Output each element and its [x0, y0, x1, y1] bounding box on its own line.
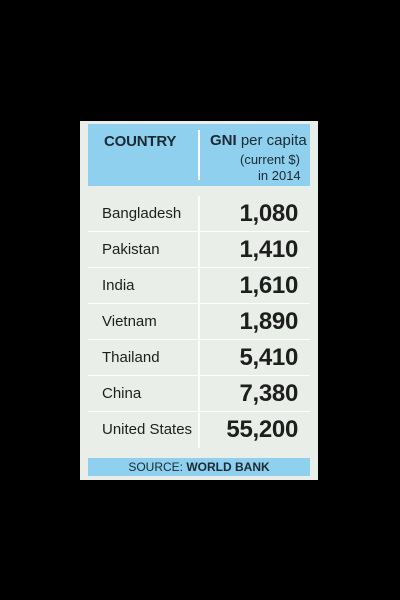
table-row: United States 55,200 [88, 412, 310, 448]
row-divider [198, 304, 200, 339]
row-divider [198, 196, 200, 231]
table-row: China 7,380 [88, 376, 310, 412]
table-row: Bangladesh 1,080 [88, 196, 310, 232]
table-row: Thailand 5,410 [88, 340, 310, 376]
country-name: Pakistan [102, 241, 160, 258]
country-name: United States [102, 421, 193, 438]
gni-value: 1,410 [239, 236, 298, 263]
table-row: Pakistan 1,410 [88, 232, 310, 268]
gni-value: 5,410 [239, 344, 298, 371]
source-prefix: SOURCE: [128, 460, 183, 474]
source-footer: SOURCE: WORLD BANK [88, 458, 310, 476]
row-divider [198, 412, 200, 448]
country-name: India [102, 277, 135, 294]
table-body: Bangladesh 1,080 Pakistan 1,410 India 1,610 Vi… [88, 196, 310, 448]
gni-value: 1,890 [239, 308, 298, 335]
gni-value: 55,200 [226, 416, 298, 443]
gni-value: 1,080 [239, 200, 298, 227]
row-divider [198, 232, 200, 267]
country-name: Bangladesh [102, 205, 182, 222]
row-divider [198, 340, 200, 375]
gni-header-year: in 2014 [258, 168, 301, 183]
gni-header-bold: GNI [210, 132, 237, 149]
gni-table-card: COUNTRY GNI per capita (current $) in 20… [80, 121, 318, 480]
gni-header-rest: per capita [236, 132, 307, 149]
table-row: Vietnam 1,890 [88, 304, 310, 340]
country-name: Thailand [102, 349, 160, 366]
source-name: WORLD BANK [186, 460, 270, 474]
row-divider [198, 376, 200, 411]
country-name: China [102, 385, 142, 402]
country-column-header: COUNTRY [104, 133, 177, 150]
gni-header-unit: (current $) [240, 152, 300, 167]
table-row: India 1,610 [88, 268, 310, 304]
table-header: COUNTRY GNI per capita (current $) in 20… [88, 124, 310, 186]
row-divider [198, 268, 200, 303]
gni-value: 1,610 [239, 272, 298, 299]
gni-column-header: GNI per capita [210, 132, 307, 149]
header-divider [198, 130, 200, 180]
country-name: Vietnam [102, 313, 157, 330]
gni-value: 7,380 [239, 380, 298, 407]
